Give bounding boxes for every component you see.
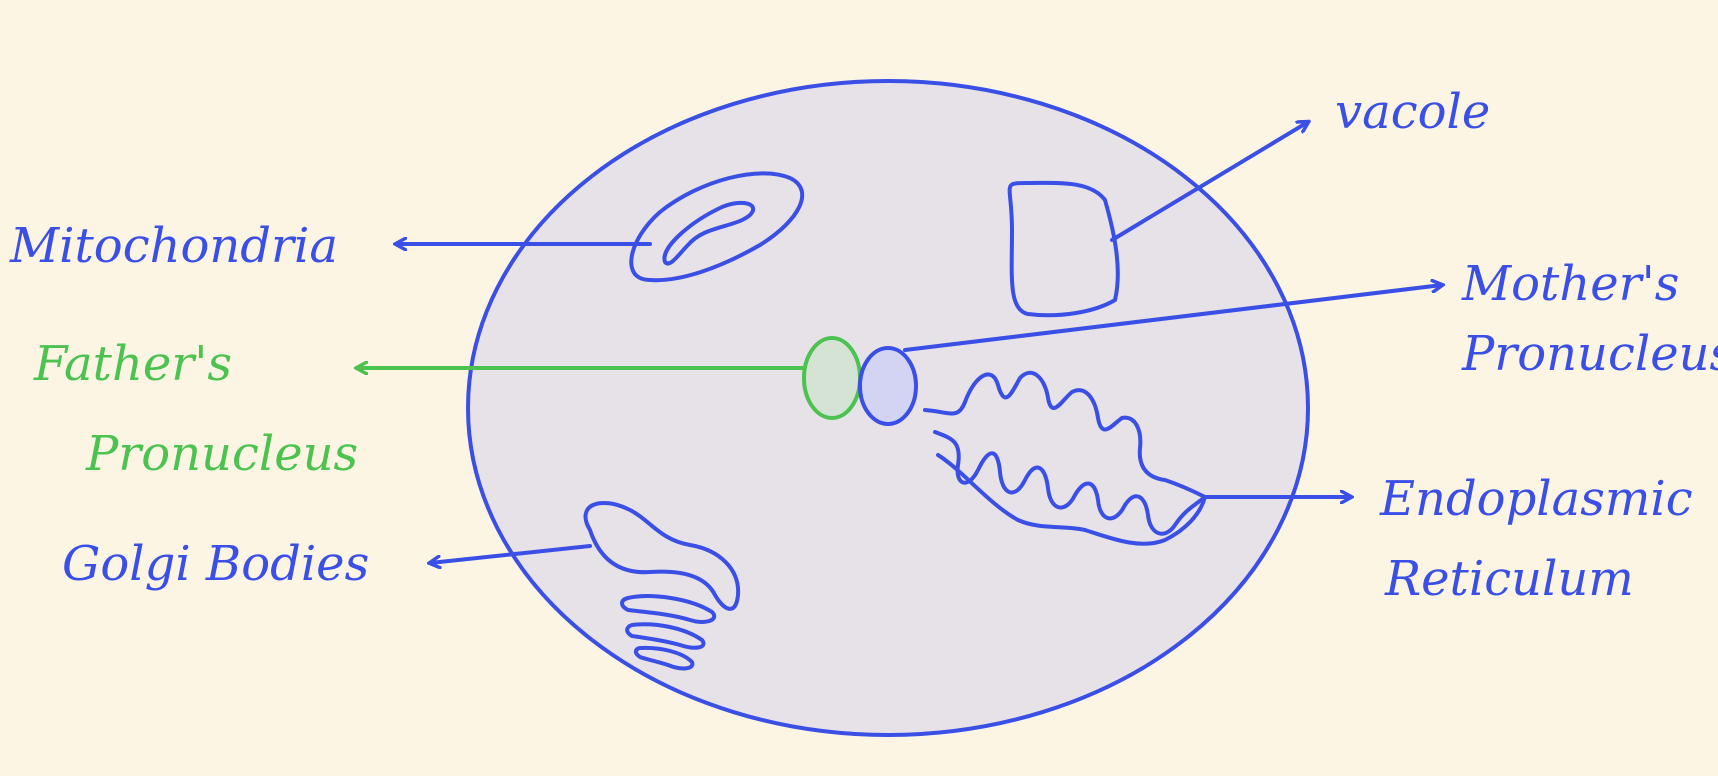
label-mothers-pronucleus-line2: Pronucleus (1461, 326, 1718, 382)
fathers-pronucleus-organelle (802, 336, 862, 420)
mitochondria-organelle (629, 171, 805, 283)
endoplasmic-reticulum-organelle (923, 370, 1207, 546)
vacuole-organelle (1007, 180, 1120, 318)
mothers-pronucleus-arrow (903, 285, 1442, 352)
mothers-pronucleus-organelle (858, 346, 918, 426)
label-fathers-pronucleus-line2: Pronucleus (85, 426, 358, 482)
golgi-bodies-organelle (583, 500, 741, 671)
label-endoplasmic-reticulum-line1: Endoplasmic (1379, 471, 1693, 527)
label-fathers-pronucleus-line1: Father's (33, 336, 232, 392)
label-vacuole: vacole (1335, 84, 1490, 140)
vacuole-arrow (1110, 122, 1308, 242)
golgi-bodies-arrow (430, 544, 592, 563)
label-endoplasmic-reticulum-line2: Reticulum (1384, 551, 1634, 607)
label-mothers-pronucleus-line1: Mother's (1461, 256, 1679, 312)
label-golgi-bodies: Golgi Bodies (62, 536, 369, 592)
label-mitochondria: Mitochondria (9, 218, 338, 274)
